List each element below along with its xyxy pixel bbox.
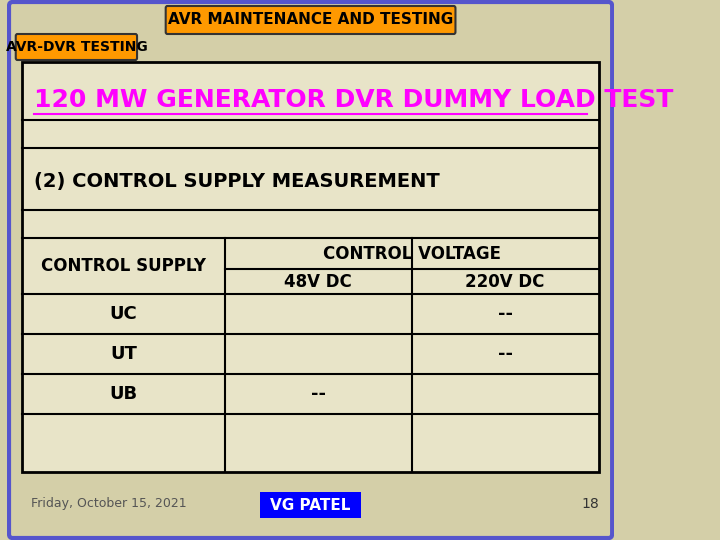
Text: UB: UB <box>109 385 138 403</box>
Text: 220V DC: 220V DC <box>465 273 545 291</box>
Text: --: -- <box>498 345 513 363</box>
Text: CONTROL SUPPLY: CONTROL SUPPLY <box>41 257 206 275</box>
Text: UT: UT <box>110 345 137 363</box>
Text: 48V DC: 48V DC <box>284 273 352 291</box>
Text: VG PATEL: VG PATEL <box>271 497 351 512</box>
Text: 18: 18 <box>581 497 599 511</box>
Text: 120 MW GENERATOR DVR DUMMY LOAD TEST: 120 MW GENERATOR DVR DUMMY LOAD TEST <box>35 88 674 112</box>
FancyBboxPatch shape <box>16 34 137 60</box>
Text: CONTROL VOLTAGE: CONTROL VOLTAGE <box>323 245 500 262</box>
Text: (2) CONTROL SUPPLY MEASUREMENT: (2) CONTROL SUPPLY MEASUREMENT <box>35 172 440 192</box>
Text: UC: UC <box>109 305 138 323</box>
Text: --: -- <box>498 305 513 323</box>
Text: Friday, October 15, 2021: Friday, October 15, 2021 <box>31 497 186 510</box>
FancyBboxPatch shape <box>166 6 456 34</box>
FancyBboxPatch shape <box>22 62 598 472</box>
Text: AVR-DVR TESTING: AVR-DVR TESTING <box>6 40 148 54</box>
FancyBboxPatch shape <box>260 492 361 518</box>
FancyBboxPatch shape <box>9 2 612 538</box>
Text: --: -- <box>310 385 325 403</box>
Text: AVR MAINTENANCE AND TESTING: AVR MAINTENANCE AND TESTING <box>168 12 453 28</box>
